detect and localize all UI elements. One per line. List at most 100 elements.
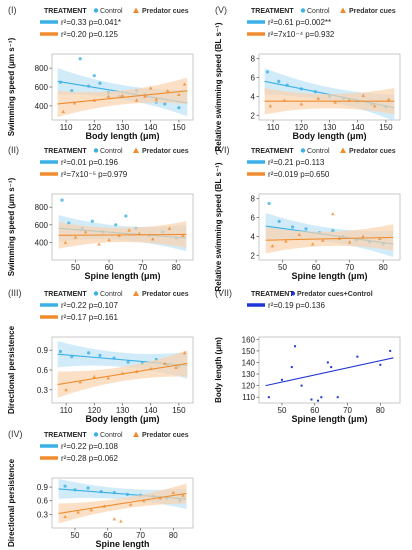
data-point [331, 229, 335, 233]
data-point [182, 82, 187, 86]
y-tick-label: 800 [35, 64, 49, 73]
data-point [126, 360, 130, 364]
x-tick-label: 70 [343, 406, 352, 415]
legend-entry-control: Control [307, 8, 330, 15]
stats-label: r²=0.17 p=0.161 [61, 313, 118, 322]
y-axis-label: Relative swimming speed (BL s⁻¹) [214, 22, 223, 151]
legend-marker-predator [133, 147, 139, 153]
x-axis-label: Body length (μm) [86, 414, 160, 424]
y-tick-label: 0.6 [37, 366, 49, 375]
legend-title: TREATMENT [44, 8, 87, 15]
plot-inner [57, 340, 188, 398]
data-point [294, 345, 297, 348]
fit-line [58, 233, 187, 236]
panel-numeral: (I) [8, 5, 17, 15]
x-tick-label: 50 [71, 531, 80, 540]
data-point [119, 519, 123, 523]
legend-marker-control [300, 8, 306, 13]
data-point [98, 81, 102, 85]
x-axis-label: Spine length (μm) [291, 414, 367, 424]
stats-label: r²=0.01 p=0.196 [61, 158, 118, 167]
plot-inner [265, 201, 394, 258]
y-tick-label: 120 [242, 382, 256, 391]
x-tick-label: 80 [379, 263, 388, 272]
panel-iv: (IV) TREATMENT Control Predator cues r²=0.22… [7, 429, 194, 549]
data-point [148, 86, 153, 90]
legend-entry-control: Control [100, 8, 123, 15]
legend-entry-predator: Predator cues [142, 8, 189, 15]
x-tick-label: 70 [136, 531, 145, 540]
data-point [300, 384, 303, 387]
panel-numeral: (III) [8, 288, 22, 298]
legend-title: TREATMENT [251, 291, 294, 298]
data-point [63, 514, 67, 519]
panel-numeral: (VI) [215, 145, 230, 155]
stats-label: r²=0.19 p=0.136 [268, 301, 325, 310]
data-point [143, 94, 147, 98]
legend-marker-control [93, 291, 99, 296]
data-point [154, 97, 159, 101]
y-tick-label: 4 [251, 92, 256, 101]
data-point [73, 235, 78, 239]
data-point [98, 353, 102, 358]
data-point [265, 70, 270, 74]
x-axis-label: Spine length [96, 539, 150, 549]
data-point [386, 97, 391, 101]
x-tick-label: 70 [138, 263, 147, 272]
stats-label: r²=0.61 p=0.002** [268, 18, 331, 27]
data-point [90, 219, 94, 223]
y-axis-label: Swimming speed (μm s⁻¹) [7, 177, 16, 276]
data-point [87, 351, 91, 355]
data-point [267, 201, 271, 206]
panel-i: (I) TREATMENT Control Predator cues r²=0.33 … [7, 5, 194, 141]
y-tick-label: 140 [242, 358, 256, 367]
data-point [304, 227, 308, 231]
data-point [181, 233, 185, 237]
y-axis-label: Swimming speed (μm s⁻¹) [7, 37, 16, 136]
data-point [92, 374, 97, 379]
x-axis-label: Body length (μm) [86, 131, 160, 141]
legend-marker-predator [133, 7, 139, 13]
data-point [297, 232, 302, 237]
data-point [389, 349, 392, 352]
data-point [134, 98, 139, 102]
stats-label: r²=7x10⁻⁴ p=0.932 [268, 30, 335, 39]
data-point [124, 214, 128, 218]
legend-entry-predator: Predator cues [349, 148, 396, 155]
data-point [290, 366, 293, 369]
stats-label: r²=0.20 p=0.125 [61, 30, 118, 39]
stats-label: r²=0.22 p=0.108 [61, 442, 118, 451]
panel-numeral: (IV) [8, 429, 23, 439]
data-point [114, 223, 118, 227]
data-point [150, 237, 155, 241]
data-point [58, 349, 63, 354]
data-point [326, 361, 329, 364]
stats-label: r²=0.28 p=0.062 [61, 454, 118, 463]
x-tick-label: 140 [144, 123, 158, 132]
data-point [379, 363, 382, 366]
x-tick-label: 120 [88, 406, 102, 415]
legend-entry-predator: Predator cues [142, 291, 189, 298]
data-point [89, 508, 94, 512]
x-tick-label: 80 [169, 531, 178, 540]
data-point [336, 396, 339, 399]
legend-entry-control: Control [100, 291, 123, 298]
panel-vi: (VI) TREATMENT Control Predator cues r²=0.21… [214, 145, 401, 292]
stats-label: r²=0.22 p=0.107 [61, 301, 118, 310]
data-point [64, 388, 68, 392]
y-axis-label: Relative swimming speed (BL s⁻¹) [214, 162, 223, 291]
legend-marker-combined [291, 291, 295, 296]
data-point [63, 484, 67, 488]
data-point [174, 365, 178, 369]
data-point [316, 96, 321, 100]
data-point [163, 102, 167, 106]
panel-v: (V) TREATMENT Control Predator cues r²=0.61 … [214, 5, 401, 152]
data-point [127, 228, 132, 232]
data-point [361, 234, 365, 238]
x-tick-label: 60 [312, 263, 321, 272]
data-point [182, 351, 187, 355]
legend-marker-predator [340, 147, 346, 153]
data-point [78, 380, 82, 384]
data-point [299, 102, 304, 106]
